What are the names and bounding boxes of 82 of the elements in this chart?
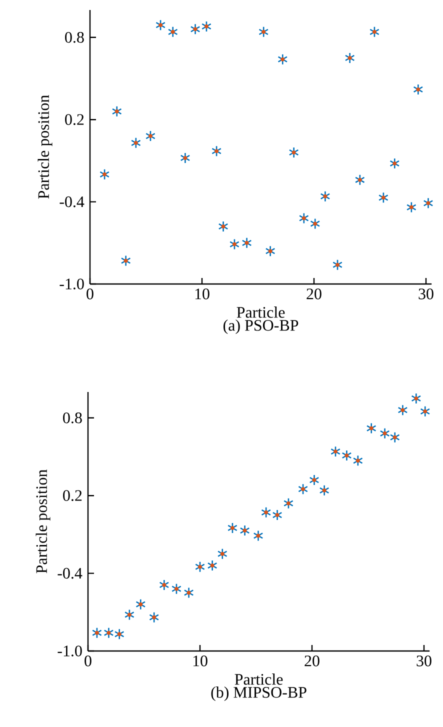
point xyxy=(156,19,166,31)
point xyxy=(332,259,342,270)
point xyxy=(265,245,276,257)
point xyxy=(146,130,156,142)
x-tick-label: 20 xyxy=(306,288,322,300)
point xyxy=(378,192,388,204)
point xyxy=(380,428,390,440)
x-tick-label: 10 xyxy=(193,656,208,666)
y-tick-label: 0.2 xyxy=(65,114,84,126)
y-axis-title: Particle position xyxy=(38,95,52,199)
point xyxy=(168,26,178,38)
point xyxy=(298,483,308,495)
point xyxy=(390,432,400,443)
point xyxy=(344,52,355,64)
x-tick-label: 30 xyxy=(416,656,432,666)
point xyxy=(130,137,141,149)
y-tick-label: 0.8 xyxy=(65,32,84,43)
y-tick-label: -1.0 xyxy=(58,646,82,656)
point xyxy=(124,609,134,620)
point xyxy=(261,506,272,518)
y-tick-label: -1.0 xyxy=(60,278,84,290)
point xyxy=(240,524,250,536)
point xyxy=(283,498,294,510)
point xyxy=(104,627,114,639)
point xyxy=(195,561,205,572)
x-tick-label: 10 xyxy=(195,288,210,300)
point xyxy=(136,598,146,610)
point xyxy=(310,218,320,230)
point xyxy=(354,174,365,186)
point xyxy=(309,474,320,486)
point xyxy=(420,406,430,418)
point xyxy=(330,446,340,458)
point xyxy=(120,255,131,266)
text: (b) MIPSO-BP xyxy=(211,686,306,702)
y-tick-label: -0.4 xyxy=(58,568,82,579)
point xyxy=(390,158,400,170)
point xyxy=(352,454,363,466)
point xyxy=(423,198,434,209)
point xyxy=(298,212,309,224)
point xyxy=(320,190,330,202)
point xyxy=(100,168,110,180)
y-tick-label: 0.8 xyxy=(63,412,82,424)
point xyxy=(242,237,252,249)
point xyxy=(278,54,288,65)
point xyxy=(229,238,240,250)
y-axis-title: Particle position xyxy=(36,470,50,574)
point xyxy=(319,484,330,496)
point xyxy=(190,24,200,35)
point xyxy=(218,220,228,232)
point xyxy=(207,560,218,572)
point xyxy=(366,422,376,434)
point xyxy=(411,392,422,404)
point xyxy=(201,20,212,32)
point xyxy=(272,509,282,521)
point xyxy=(288,146,299,158)
point xyxy=(406,202,416,213)
point xyxy=(212,145,222,157)
point xyxy=(180,152,190,164)
x-tick-label: 20 xyxy=(304,656,320,666)
point xyxy=(369,26,380,38)
point xyxy=(114,628,124,640)
point xyxy=(159,579,170,591)
point xyxy=(228,522,238,534)
y-tick-label: 0.2 xyxy=(63,490,82,502)
point xyxy=(112,106,122,118)
x-tick-label: 0 xyxy=(84,656,92,666)
x-tick-label: 0 xyxy=(86,288,94,300)
point xyxy=(253,530,264,542)
point xyxy=(398,404,408,416)
point xyxy=(342,450,352,462)
x-tick-label: 30 xyxy=(418,288,434,300)
y-tick-label: -0.4 xyxy=(60,196,84,208)
point xyxy=(413,84,424,96)
point xyxy=(217,548,228,560)
x-axis-title: Particle xyxy=(234,674,283,685)
point xyxy=(92,627,102,639)
point xyxy=(149,612,160,623)
point xyxy=(171,583,182,594)
x-axis-title: Particle xyxy=(236,306,285,318)
text: (a) PSO-BP xyxy=(224,320,298,334)
point xyxy=(258,26,269,38)
point xyxy=(184,587,194,598)
